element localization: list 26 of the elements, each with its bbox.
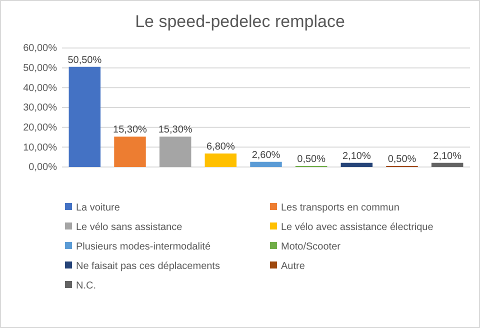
y-tick-label: 40,00% <box>23 82 58 94</box>
data-label: 2,10% <box>433 150 462 162</box>
data-label: 15,30% <box>158 124 192 136</box>
data-label: 2,60% <box>252 150 280 161</box>
chart-title: Le speed-pedelec remplace <box>135 12 345 31</box>
legend-label: Le vélo avec assistance électrique <box>281 222 434 233</box>
legend-label: La voiture <box>76 202 120 214</box>
y-tick-label: 30,00% <box>23 102 58 114</box>
data-label: 50,50% <box>68 54 102 66</box>
y-tick-label: 20,00% <box>23 122 58 134</box>
legend-label: Autre <box>281 261 306 272</box>
data-label: 0,50% <box>388 154 416 166</box>
data-label: 15,30% <box>113 124 148 136</box>
legend-label: Moto/Scooter <box>281 242 342 252</box>
data-label: 6,80% <box>206 142 235 153</box>
data-label: 2,10% <box>342 150 371 162</box>
y-tick-label: 60,00% <box>23 43 58 54</box>
legend-label: Le vélo sans assistance <box>76 222 183 233</box>
legend-label: N.C. <box>76 280 96 292</box>
legend-label: Ne faisait pas ces déplacements <box>76 261 220 272</box>
y-tick-label: 50,00% <box>23 63 58 74</box>
y-tick-label: 0,00% <box>28 162 58 174</box>
legend-label: Les transports en commun <box>281 202 400 214</box>
legend-label: Plusieurs modes-intermodalité <box>76 242 211 252</box>
y-tick-label: 10,00% <box>23 142 58 154</box>
data-label: 0,50% <box>297 154 326 166</box>
